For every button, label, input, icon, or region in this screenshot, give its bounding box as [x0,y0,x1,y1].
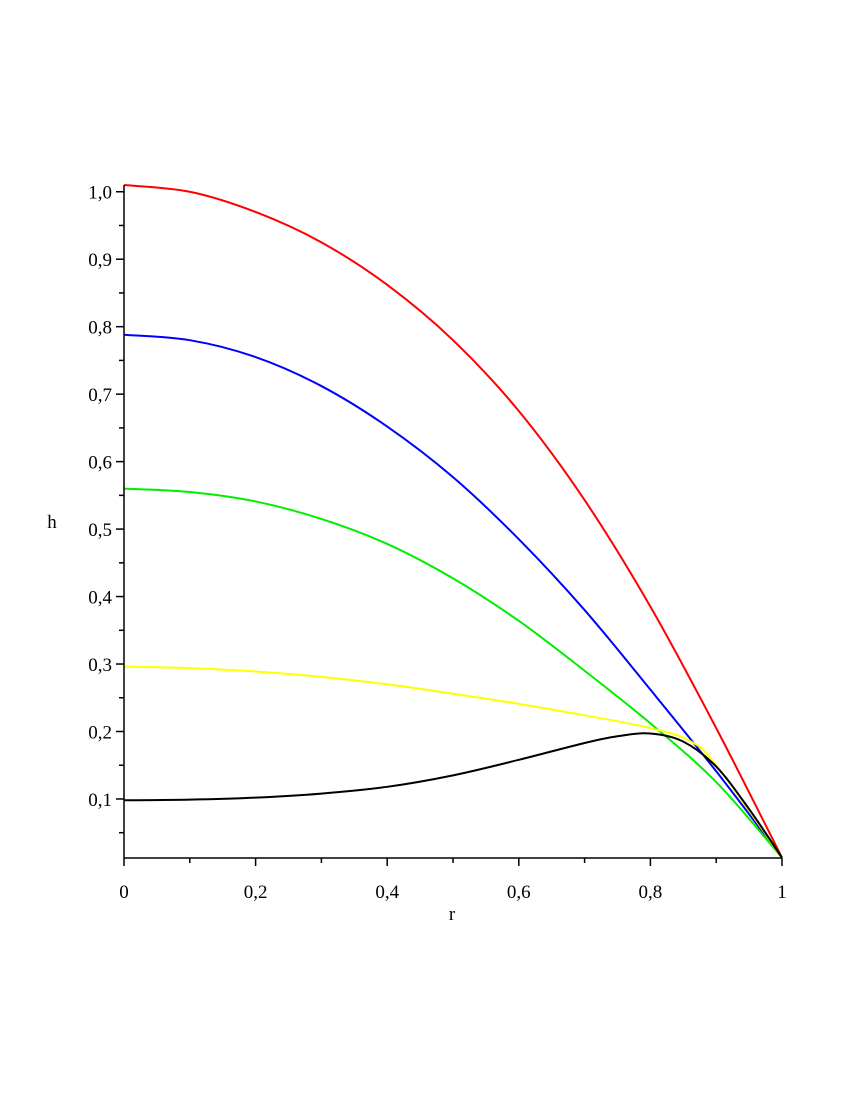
y-tick-label: 0,4 [88,588,112,609]
series-line-5 [123,732,783,859]
x-tick-label: 1 [777,882,787,903]
x-tick-label: 0 [119,882,129,903]
y-tick-label: 0,5 [88,520,112,541]
x-axis-title: r [449,904,456,925]
y-tick-label: 0,8 [88,318,112,339]
y-tick-label: 0,7 [88,385,112,406]
series-line-2 [123,333,783,859]
x-tick-label: 0,4 [375,882,399,903]
series-line-1 [123,184,783,859]
series-curves [123,184,783,859]
axes [123,185,782,859]
series-line-3 [123,487,783,859]
axis-ticks [116,190,783,866]
y-tick-label: 0,6 [88,453,112,474]
x-tick-label: 0,2 [244,882,268,903]
series-line-4 [123,665,783,859]
x-tick-label: 0,6 [507,882,531,903]
y-axis-title: h [47,512,57,533]
y-tick-label: 1,0 [88,183,112,204]
tick-labels: 0 0,2 0,4 0,6 0,8 1 0,1 0,2 0,3 0,4 0,5 0,6 0,7 0,8 0,… [88,183,787,903]
y-tick-label: 0,2 [88,722,112,743]
y-tick-label: 0,1 [88,790,112,811]
y-tick-label: 0,9 [88,250,112,271]
x-tick-label: 0,8 [639,882,663,903]
y-tick-label: 0,3 [88,655,112,676]
